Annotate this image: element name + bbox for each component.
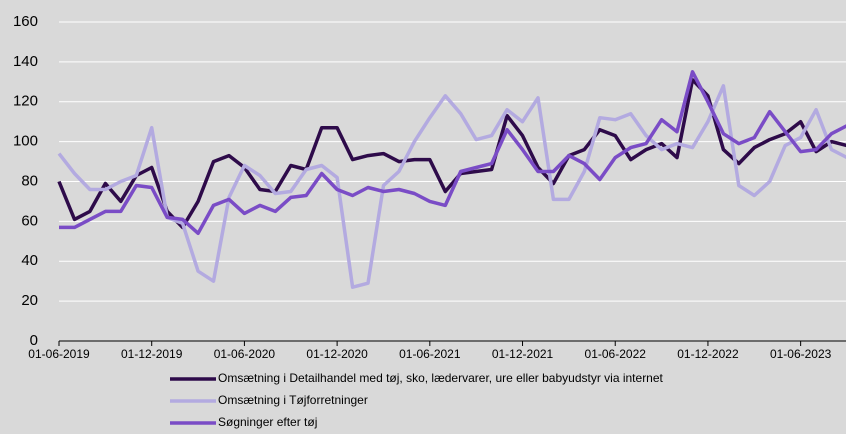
- legend-label: Omsætning i Detailhandel med tøj, sko, l…: [218, 371, 664, 385]
- legend-label: Omsætning i Tøjforretninger: [218, 393, 368, 407]
- series-line: [57, 84, 846, 289]
- x-tick-label: 01-12-2021: [492, 347, 554, 361]
- x-tick-label: 01-12-2022: [677, 347, 739, 361]
- x-tick-label: 01-06-2023: [770, 347, 832, 361]
- y-tick-label: 100: [13, 133, 38, 150]
- x-tick-label: 01-06-2020: [214, 347, 276, 361]
- series-line: [57, 78, 846, 230]
- y-tick-label: 120: [13, 93, 38, 110]
- x-tick-label: 01-12-2020: [306, 347, 368, 361]
- y-tick-label: 80: [21, 172, 38, 189]
- y-tick-label: 60: [21, 212, 38, 229]
- x-tick-label: 01-06-2021: [399, 347, 461, 361]
- legend-label: Søgninger efter tøj: [218, 415, 317, 429]
- y-tick-label: 160: [13, 13, 38, 30]
- x-tick-label: 01-06-2022: [585, 347, 647, 361]
- y-tick-label: 0: [30, 332, 38, 349]
- y-tick-label: 40: [21, 252, 38, 269]
- y-tick-label: 20: [21, 292, 38, 309]
- x-tick-label: 01-06-2019: [28, 347, 90, 361]
- series-line: [59, 70, 846, 236]
- x-tick-label: 01-12-2019: [121, 347, 183, 361]
- y-tick-label: 140: [13, 53, 38, 70]
